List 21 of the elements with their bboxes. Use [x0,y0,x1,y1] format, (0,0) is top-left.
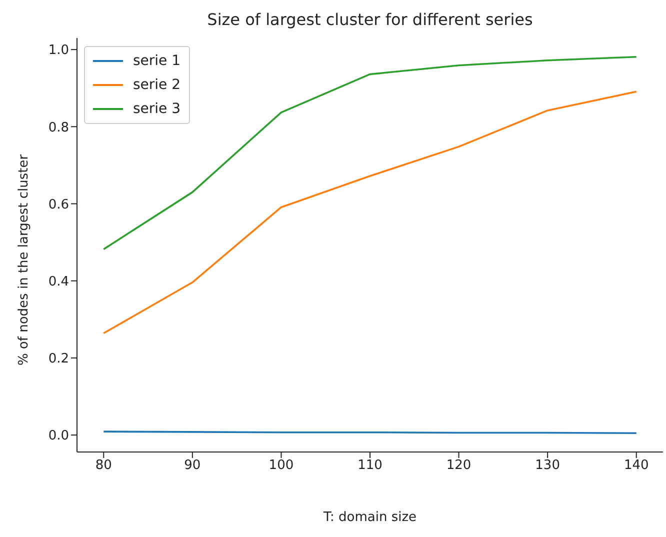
legend-label: serie 3 [133,101,181,117]
x-axis-title: T: domain size [322,510,418,525]
y-tick-label: 0.4 [48,274,69,290]
chart-title: Size of largest cluster for different series [206,10,534,29]
line-series [102,56,638,250]
line-series [102,90,638,334]
legend-label: serie 2 [133,77,181,93]
y-tick-label: 0.8 [48,120,69,136]
y-tick-label: 0.0 [48,428,69,444]
legend-label: serie 1 [133,53,181,69]
y-tick-label: 0.6 [48,197,69,212]
x-tick-label: 140 [624,458,649,474]
y-axis-title: % of nodes in the largest cluster [16,154,32,366]
x-tick-label: 120 [446,458,472,474]
x-tick-label: 90 [184,458,201,474]
x-tick-label: 130 [535,458,560,474]
x-tick-label: 110 [358,458,382,474]
y-tick-label: 1.0 [48,43,69,58]
x-tick-label: 100 [268,458,294,474]
y-tick-label: 0.2 [48,352,69,367]
x-tick-label: 80 [95,458,112,474]
